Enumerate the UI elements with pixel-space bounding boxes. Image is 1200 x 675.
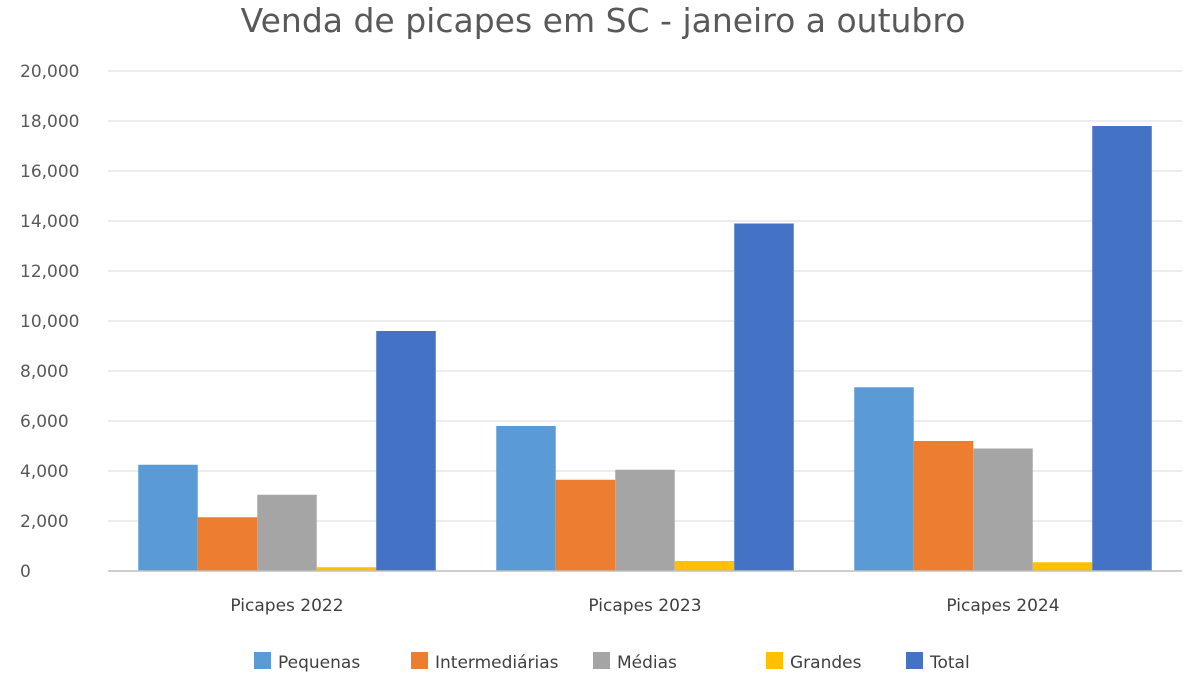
legend-swatch	[254, 652, 271, 669]
y-tick-label: 20,000	[20, 62, 79, 82]
bars	[138, 126, 1152, 571]
legend-swatch	[411, 652, 428, 669]
legend-label: Grandes	[790, 653, 862, 673]
y-tick-label: 2,000	[20, 512, 69, 532]
legend-swatch	[593, 652, 610, 669]
legend-label: Médias	[617, 653, 677, 673]
y-tick-label: 8,000	[20, 362, 69, 382]
x-axis-category-labels: Picapes 2022 Picapes 2023 Picapes 2024	[230, 596, 1059, 616]
y-tick-label: 12,000	[20, 262, 79, 282]
gridlines	[108, 70, 1182, 522]
bar-intermediarias-3	[913, 441, 974, 571]
bar-grandes-2	[674, 561, 735, 571]
y-tick-label: 10,000	[20, 312, 79, 332]
bar-grandes-1	[316, 567, 377, 571]
y-tick-label: 4,000	[20, 462, 69, 482]
bar-total-2	[734, 223, 794, 571]
legend-label: Total	[929, 653, 970, 673]
legend-label: Pequenas	[278, 653, 360, 673]
legend-swatch	[766, 652, 783, 669]
bar-intermediarias-2	[555, 479, 616, 571]
bar-intermediarias-1	[197, 517, 258, 571]
legend-label: Intermediárias	[435, 653, 559, 673]
x-category-label: Picapes 2024	[946, 596, 1059, 616]
y-tick-label: 0	[20, 562, 31, 582]
y-tick-label: 6,000	[20, 412, 69, 432]
bar-medias-1	[257, 494, 317, 571]
bar-total-1	[376, 331, 436, 571]
bar-grandes-3	[1032, 562, 1093, 571]
legend-swatch	[906, 652, 923, 669]
x-category-label: Picapes 2023	[588, 596, 701, 616]
chart-title: Venda de picapes em SC - janeiro a outub…	[241, 1, 966, 40]
bar-pequenas-2	[496, 426, 556, 571]
bar-pequenas-1	[138, 464, 198, 571]
bar-medias-3	[973, 448, 1033, 571]
y-tick-label: 16,000	[20, 162, 79, 182]
y-tick-label: 18,000	[20, 112, 79, 132]
x-category-label: Picapes 2022	[230, 596, 343, 616]
bar-pequenas-3	[854, 387, 914, 571]
bar-total-3	[1092, 126, 1152, 571]
legend: Pequenas Intermediárias Médias Grandes Total	[254, 652, 970, 673]
y-axis-tick-labels: 0 2,000 4,000 6,000 8,000 10,000 12,000 14,000 1…	[20, 62, 79, 582]
y-tick-label: 14,000	[20, 212, 79, 232]
bar-medias-2	[615, 469, 675, 571]
